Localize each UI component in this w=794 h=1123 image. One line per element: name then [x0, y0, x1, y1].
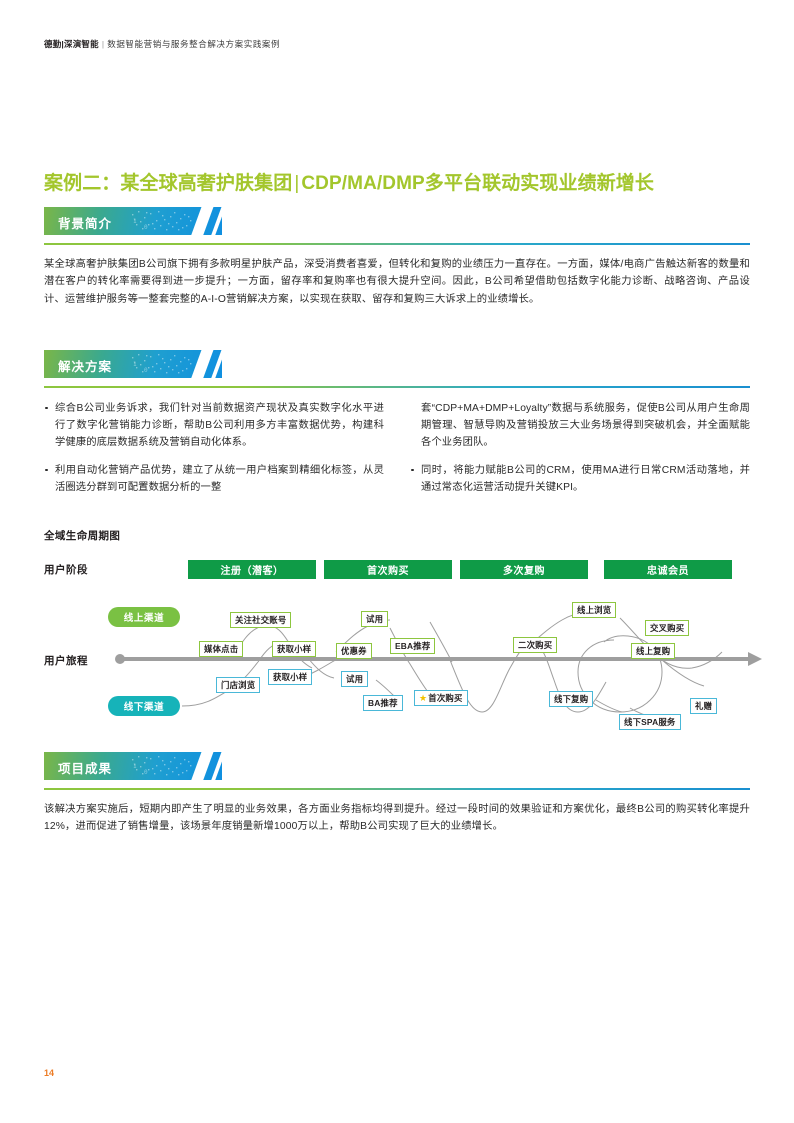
channel-pill-label: 线上渠道	[123, 613, 165, 624]
journey-node: 线下SPA服务	[619, 714, 681, 730]
stage-box: 忠诚会员	[604, 560, 732, 579]
star-icon: ★	[419, 692, 428, 703]
svg-text:0: 0	[144, 367, 148, 374]
stage-row-label: 用户阶段	[44, 564, 88, 576]
journey-node-label: 线上复购	[636, 646, 671, 656]
solution-banner-label: 解决方案	[58, 360, 113, 374]
journey-node: 优惠券	[336, 643, 372, 659]
case-title-left: 案例二：某全球高奢护肤集团	[44, 173, 293, 194]
section-solution: 1 0 解决方案 综合B公司业务诉求，我们针对当前数据资产现状及真实数字化水平进…	[44, 350, 750, 507]
journey-node: 线上复购	[631, 643, 676, 659]
journey-node-label: 交叉购买	[650, 623, 685, 633]
journey-node: 线下复购	[549, 691, 594, 707]
brand-divider-2: |	[101, 39, 105, 49]
brand-divider-1: |	[61, 39, 64, 49]
channel-pill-offline: 线下渠道	[108, 696, 180, 716]
journey-node: ★ 首次购买	[414, 690, 468, 706]
background-banner-label: 背景简介	[58, 217, 113, 231]
digital-dots-icon: 1 0	[132, 354, 192, 374]
results-banner: 1 0 项目成果	[44, 752, 750, 786]
page-header: 德勤|深演智能 | 数据智能营销与服务整合解决方案实践案例	[44, 38, 280, 50]
journey-node-label: 媒体点击	[204, 644, 239, 654]
solution-bullet: 同时，将能力赋能B公司的CRM，使用MA进行日常CRM活动落地，并通过常态化运营…	[410, 462, 750, 496]
results-rule	[44, 788, 750, 790]
journey-node: 试用	[341, 671, 369, 687]
journey-node: 门店浏览	[216, 677, 261, 693]
solution-bullet: 利用自动化营销产品优势，建立了从统一用户档案到精细化标签，从灵活圈选分群到可配置…	[44, 462, 384, 496]
page-number: 14	[44, 1068, 55, 1078]
case-title-divider: |	[294, 173, 300, 194]
stage-box-label: 首次购买	[367, 566, 409, 577]
journey-node: 二次购买	[513, 637, 558, 653]
stage-box: 注册（潜客）	[188, 560, 316, 579]
journey-node-label: EBA推荐	[395, 641, 431, 651]
journey-node-label: 试用	[346, 674, 364, 684]
solution-rule	[44, 386, 750, 388]
journey-node: 试用	[361, 611, 389, 627]
solution-column-left: 综合B公司业务诉求，我们针对当前数据资产现状及真实数字化水平进行了数字化营销能力…	[44, 400, 384, 507]
section-results: 1 0 项目成果 该解决方案实施后，短期内即产生了明显的业务效果，各方面业务指标…	[44, 752, 750, 836]
journey-node-label: 首次购买	[428, 693, 463, 703]
stage-box-label: 忠诚会员	[647, 566, 689, 577]
journey-node-label: 关注社交账号	[235, 615, 287, 625]
journey-node-label: 线下SPA服务	[624, 717, 676, 727]
journey-node-label: 线下复购	[554, 694, 589, 704]
journey-node: 线上浏览	[572, 602, 617, 618]
svg-text:0: 0	[144, 769, 148, 776]
svg-text:0: 0	[144, 224, 148, 231]
svg-text:1: 1	[133, 218, 137, 225]
solution-bullet-continued: 套“CDP+MA+DMP+Loyalty”数据与系统服务，促使B公司从用户生命周…	[421, 402, 750, 448]
svg-text:1: 1	[133, 361, 137, 368]
background-banner: 1 0 背景简介	[44, 207, 750, 241]
journey-node-label: 获取小样	[277, 644, 312, 654]
stage-box: 多次复购	[460, 560, 588, 579]
solution-column-right: 套“CDP+MA+DMP+Loyalty”数据与系统服务，促使B公司从用户生命周…	[410, 400, 750, 507]
results-banner-shape: 1 0 项目成果	[44, 752, 222, 780]
channel-pill-online: 线上渠道	[108, 607, 180, 627]
stage-box: 首次购买	[324, 560, 452, 579]
case-title-right: CDP/MA/DMP多平台联动实现业绩新增长	[301, 173, 655, 194]
results-body: 该解决方案实施后，短期内即产生了明显的业务效果，各方面业务指标均得到提升。经过一…	[44, 803, 750, 833]
journey-node-label: 试用	[366, 614, 384, 624]
background-banner-shape: 1 0 背景简介	[44, 207, 222, 235]
journey-node-label: 获取小样	[273, 672, 308, 682]
solution-columns: 综合B公司业务诉求，我们针对当前数据资产现状及真实数字化水平进行了数字化营销能力…	[44, 400, 750, 507]
journey-node: BA推荐	[363, 695, 403, 711]
diagram-title: 全域生命周期图	[44, 530, 121, 542]
digital-dots-icon: 1 0	[132, 211, 192, 231]
channel-pill-label: 线下渠道	[123, 702, 165, 713]
case-title: 案例二：某全球高奢护肤集团 | CDP/MA/DMP多平台联动实现业绩新增长	[44, 168, 654, 195]
background-body: 某全球高奢护肤集团B公司旗下拥有多款明星护肤产品，深受消费者喜爱，但转化和复购的…	[44, 258, 750, 305]
section-background: 1 0 背景简介 某全球高奢护肤集团B公司旗下拥有多款明星护肤产品，深受消费者喜…	[44, 207, 750, 308]
stage-box-label: 多次复购	[503, 566, 545, 577]
journey-node-label: BA推荐	[368, 698, 398, 708]
background-rule	[44, 243, 750, 245]
journey-node-label: 线上浏览	[577, 605, 612, 615]
journey-node: 关注社交账号	[230, 612, 292, 628]
solution-bullet: 综合B公司业务诉求，我们针对当前数据资产现状及真实数字化水平进行了数字化营销能力…	[44, 400, 384, 451]
svg-text:1: 1	[133, 763, 137, 770]
journey-node: 礼赠	[690, 698, 718, 714]
journey-node: 获取小样	[268, 669, 313, 685]
journey-node-label: 礼赠	[695, 701, 713, 711]
journey-node-label: 二次购买	[518, 640, 553, 650]
journey-node-label: 门店浏览	[221, 680, 256, 690]
journey-node: EBA推荐	[390, 638, 436, 654]
journey-node: 交叉购买	[645, 620, 690, 636]
journey-node-label: 优惠券	[341, 646, 367, 656]
journey-node: 获取小样	[272, 641, 317, 657]
brand-name-2: 深演智能	[64, 39, 99, 49]
digital-dots-icon: 1 0	[132, 756, 192, 776]
header-subtitle: 数据智能营销与服务整合解决方案实践案例	[107, 39, 281, 49]
journey-node: 媒体点击	[199, 641, 244, 657]
solution-banner-shape: 1 0 解决方案	[44, 350, 222, 378]
results-banner-label: 项目成果	[58, 762, 113, 776]
brand-name-1: 德勤	[44, 39, 62, 49]
stage-box-label: 注册（潜客）	[220, 566, 284, 577]
solution-banner: 1 0 解决方案	[44, 350, 750, 384]
journey-row-label: 用户旅程	[44, 655, 88, 667]
